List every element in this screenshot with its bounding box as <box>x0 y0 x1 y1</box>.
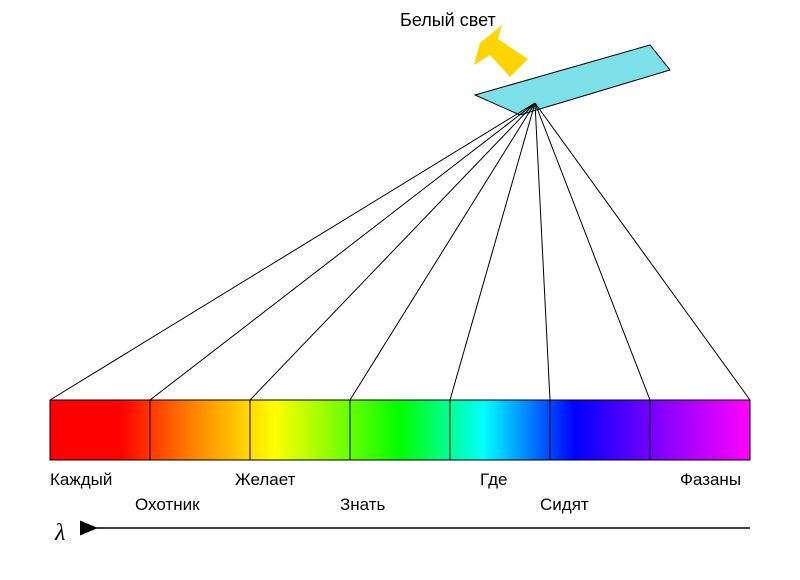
mnemonic-label: Каждый <box>50 470 112 490</box>
diagram-container: Белый свет Каждый Охотник Желает Знать Где Си… <box>0 0 800 580</box>
mnemonic-label: Желает <box>235 470 295 490</box>
mnemonic-label: Где <box>480 470 507 490</box>
mnemonic-label: Фазаны <box>680 470 741 490</box>
lambda-symbol: λ <box>55 520 65 547</box>
spectrum-bar <box>50 400 750 460</box>
mnemonic-label: Знать <box>340 495 385 515</box>
dispersion-lines <box>50 103 750 400</box>
mnemonic-label: Сидят <box>540 495 589 515</box>
title-white-light: Белый свет <box>400 10 496 31</box>
mnemonic-label: Охотник <box>135 495 200 515</box>
diagram-svg <box>0 0 800 580</box>
white-light-arrow <box>474 25 528 77</box>
